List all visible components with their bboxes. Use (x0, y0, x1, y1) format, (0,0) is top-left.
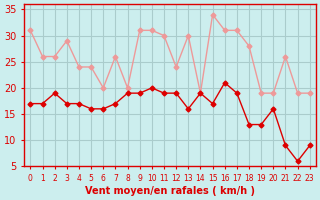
X-axis label: Vent moyen/en rafales ( km/h ): Vent moyen/en rafales ( km/h ) (85, 186, 255, 196)
